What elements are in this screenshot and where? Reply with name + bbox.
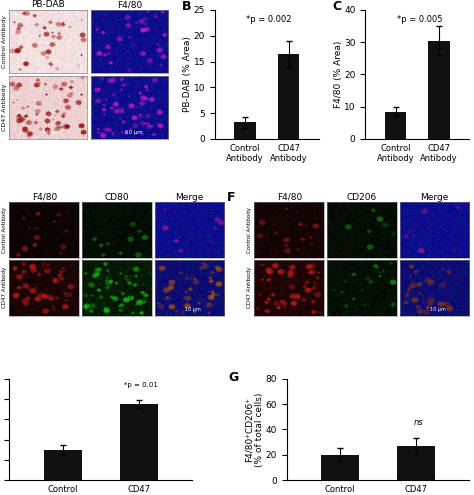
Text: 10 μm: 10 μm xyxy=(430,307,446,312)
Y-axis label: PB-DAB (% Area): PB-DAB (% Area) xyxy=(183,37,192,112)
Y-axis label: CD47 Antibody: CD47 Antibody xyxy=(2,84,7,131)
Title: F4/80: F4/80 xyxy=(32,193,57,202)
Bar xyxy=(428,41,450,139)
Y-axis label: Control Antibody: Control Antibody xyxy=(2,15,7,68)
Title: Merge: Merge xyxy=(420,193,448,202)
Y-axis label: F4/80 (% Area): F4/80 (% Area) xyxy=(334,41,343,108)
Title: CD80: CD80 xyxy=(105,193,129,202)
Bar xyxy=(397,446,435,480)
Y-axis label: F4/80⁺CD206⁺
(% of total cells): F4/80⁺CD206⁺ (% of total cells) xyxy=(245,392,264,467)
Y-axis label: Control Antibody: Control Antibody xyxy=(2,207,7,253)
Y-axis label: CD47 Antibody: CD47 Antibody xyxy=(246,267,252,308)
Text: C: C xyxy=(332,0,341,12)
Bar xyxy=(385,111,407,139)
Text: *p = 0.01: *p = 0.01 xyxy=(124,382,158,388)
Title: CD206: CD206 xyxy=(346,193,377,202)
Bar xyxy=(278,54,300,139)
Title: F4/80: F4/80 xyxy=(117,0,142,9)
Text: ns: ns xyxy=(413,418,423,427)
Title: Merge: Merge xyxy=(175,193,204,202)
Title: F4/80: F4/80 xyxy=(277,193,302,202)
Title: PB-DAB: PB-DAB xyxy=(32,0,65,9)
Bar xyxy=(120,404,158,480)
Text: 60 μm: 60 μm xyxy=(125,130,142,135)
Text: *p = 0.002: *p = 0.002 xyxy=(246,15,292,24)
Text: 60 μm: 60 μm xyxy=(44,130,61,135)
Y-axis label: Control Antibody: Control Antibody xyxy=(246,207,252,253)
Bar xyxy=(44,450,82,480)
Y-axis label: CD47 Antibody: CD47 Antibody xyxy=(2,267,7,308)
Bar xyxy=(235,122,256,139)
Text: F: F xyxy=(227,191,235,204)
Bar xyxy=(321,455,359,480)
Text: *p = 0.005: *p = 0.005 xyxy=(397,15,442,24)
Text: G: G xyxy=(228,371,239,384)
Text: B: B xyxy=(182,0,191,12)
Text: 10 μm: 10 μm xyxy=(185,307,201,312)
